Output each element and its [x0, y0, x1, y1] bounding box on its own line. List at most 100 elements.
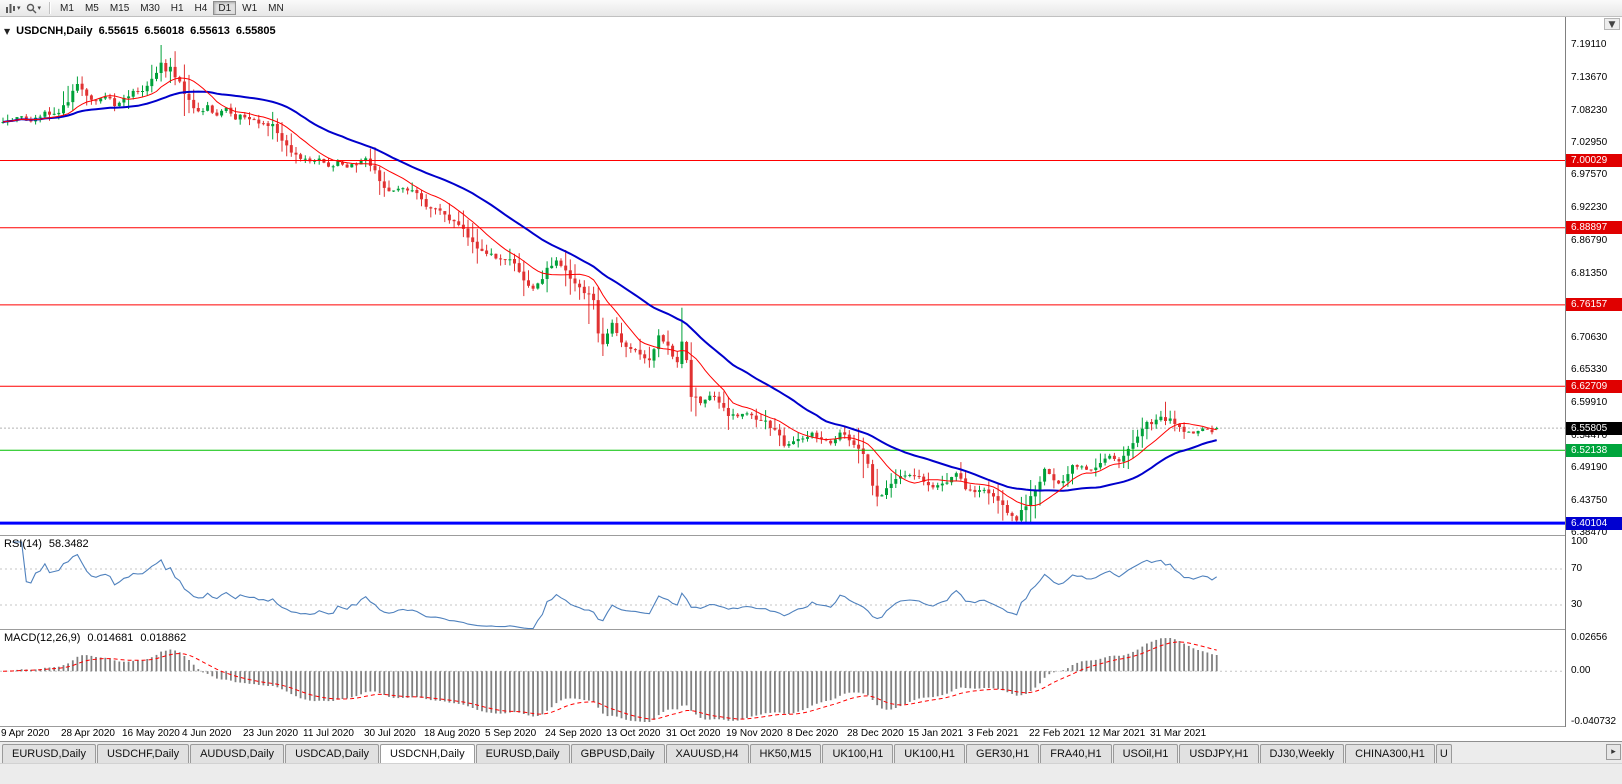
price-axis-label: 6.81350 [1571, 268, 1608, 279]
time-axis-label: 30 Jul 2020 [364, 728, 416, 739]
macd-signal-value: 0.018862 [140, 632, 187, 644]
macd-histogram [6, 638, 1218, 722]
chart-tab-ger30-h1[interactable]: GER30,H1 [966, 744, 1040, 763]
chart-tab-gbpusd-daily[interactable]: GBPUSD,Daily [570, 744, 665, 763]
chart-type-button[interactable]: ▾ [3, 1, 23, 16]
chart-tab-bar: EURUSD,Daily USDCHF,Daily AUDUSD,Daily USDC… [0, 741, 1622, 763]
timeframe-m5-button[interactable]: M5 [84, 3, 99, 14]
time-axis-label: 11 Jul 2020 [303, 728, 354, 739]
chart-title: ▼ USDCNH,Daily 6.55615 6.56018 6.55613 6… [4, 25, 276, 37]
chart-tab-usdcad-daily[interactable]: USDCAD,Daily [285, 744, 380, 763]
time-axis-label: 22 Feb 2021 [1029, 728, 1086, 739]
ohlc-open: 6.55615 [98, 25, 139, 37]
macd-signal-line [2, 641, 1217, 720]
macd-axis-label: 0.02656 [1571, 632, 1608, 643]
price-axis-label: 6.70630 [1571, 332, 1608, 343]
support-resistance-lines[interactable] [0, 160, 1565, 525]
time-axis-label: 12 Mar 2021 [1089, 728, 1146, 739]
price-axis-label: 7.13670 [1571, 72, 1608, 83]
price-badge: 6.55805 [1566, 422, 1622, 435]
price-axis-label: 6.49190 [1571, 462, 1608, 473]
rsi-axis-label: 70 [1571, 563, 1583, 574]
chart-tab-usoil-h1[interactable]: USOil,H1 [1112, 744, 1179, 763]
price-badge: 6.76157 [1566, 298, 1622, 311]
price-axis-label: 7.08230 [1571, 105, 1608, 116]
rsi-axis-label: 100 [1571, 536, 1588, 547]
ohlc-high: 6.56018 [144, 25, 185, 37]
time-axis-label: 8 Dec 2020 [787, 728, 839, 739]
tab-scroll-right-button[interactable]: ▸ [1606, 744, 1621, 760]
timeframe-h1-button[interactable]: H1 [170, 3, 184, 14]
timeframe-buttons: M1 M5 M15 M30 H1 H4 D1 W1 MN [55, 1, 290, 15]
rsi-name: RSI(14) [4, 538, 42, 550]
price-axis[interactable]: 7.19110 7.13670 7.08230 7.02950 6.97570 6.922… [1565, 17, 1622, 727]
price-axis-label: 6.38470 [1571, 527, 1608, 538]
price-axis-label: 6.86790 [1571, 235, 1608, 246]
chart-tab-dj30-weekly[interactable]: DJ30,Weekly [1259, 744, 1345, 763]
panel-separator[interactable] [0, 535, 1622, 536]
chart-tab-hk50-m15[interactable]: HK50,M15 [749, 744, 822, 763]
timeframe-m15-button[interactable]: M15 [109, 3, 130, 14]
price-badge: 6.88897 [1566, 221, 1622, 234]
time-axis-label: 15 Jan 2021 [908, 728, 964, 739]
rsi-line [12, 541, 1218, 629]
price-badge: 6.62709 [1566, 380, 1622, 393]
chart-shift-marker[interactable]: ▼ [1604, 18, 1620, 30]
zoom-tool-button[interactable]: ▾ [24, 1, 44, 16]
macd-axis-label: 0.00 [1571, 665, 1591, 676]
chart-tab-bar-tabs: EURUSD,Daily USDCHF,Daily AUDUSD,Daily USDC… [2, 744, 1602, 763]
ohlc-low: 6.55613 [190, 25, 230, 37]
main-price-chart[interactable] [0, 17, 1565, 535]
macd-axis-label: -0.040732 [1571, 716, 1617, 727]
toolbar-separator [49, 2, 51, 14]
chart-tab-usdchf-daily[interactable]: USDCHF,Daily [96, 744, 190, 763]
rsi-label: RSI(14) 58.3482 [4, 538, 89, 550]
chart-tab-uk100-h1[interactable]: UK100,H1 [894, 744, 966, 763]
top-toolbar: ▾ ▾ M1 M5 M15 M30 H1 H4 D1 W1 MN [0, 0, 1622, 17]
timeframe-d1-button[interactable]: D1 [213, 1, 237, 15]
chart-tab-audusd-daily[interactable]: AUDUSD,Daily [190, 744, 285, 763]
chart-tab-china300-h1[interactable]: CHINA300,H1 [1345, 744, 1435, 763]
caret-down-icon: ▾ [17, 3, 21, 12]
time-axis-label: 31 Mar 2021 [1150, 728, 1207, 739]
price-axis-label: 6.92230 [1571, 202, 1608, 213]
timeframe-mn-button[interactable]: MN [268, 3, 284, 14]
time-axis-label: 31 Oct 2020 [666, 728, 721, 739]
macd-name: MACD(12,26,9) [4, 632, 81, 644]
chart-symbol: USDCNH,Daily [16, 25, 93, 37]
timeframe-h4-button[interactable]: H4 [194, 3, 208, 14]
one-click-trading-icon[interactable]: ▼ [4, 26, 11, 36]
chart-tab-fra40-h1[interactable]: FRA40,H1 [1040, 744, 1112, 763]
macd-indicator-chart[interactable] [0, 630, 1565, 726]
chart-tab-u[interactable]: U [1435, 744, 1452, 763]
price-badge: 7.00029 [1566, 154, 1622, 167]
timeframe-m1-button[interactable]: M1 [60, 3, 74, 14]
time-axis-label: 23 Jun 2020 [243, 728, 299, 739]
price-axis-label: 6.43750 [1571, 495, 1608, 506]
time-axis-label: 4 Jun 2020 [182, 728, 232, 739]
price-axis-label: 7.19110 [1571, 39, 1607, 50]
price-badge: 6.40104 [1566, 517, 1622, 530]
time-axis-label: 9 Apr 2020 [1, 728, 50, 739]
time-axis-label: 3 Feb 2021 [968, 728, 1019, 739]
time-axis-label: 13 Oct 2020 [606, 728, 661, 739]
chart-window: 7.19110 7.13670 7.08230 7.02950 6.97570 6.922… [0, 17, 1622, 741]
time-axis-border [0, 726, 1622, 727]
timeframe-m30-button[interactable]: M30 [140, 3, 160, 14]
timeframe-w1-button[interactable]: W1 [242, 3, 258, 14]
time-axis-label: 19 Nov 2020 [726, 728, 783, 739]
chart-tab-uk100-h1[interactable]: UK100,H1 [822, 744, 894, 763]
chart-tab-eurusd-daily[interactable]: EURUSD,Daily [2, 744, 96, 763]
status-bar [0, 763, 1622, 784]
time-axis-label: 18 Aug 2020 [424, 728, 481, 739]
price-badge: 6.52138 [1566, 444, 1622, 457]
chart-tab-xauusd-h4[interactable]: XAUUSD,H4 [665, 744, 749, 763]
time-axis[interactable]: 9 Apr 2020 28 Apr 2020 16 May 2020 4 Jun 20… [0, 727, 1622, 741]
chart-tab-usdjpy-h1[interactable]: USDJPY,H1 [1179, 744, 1259, 763]
rsi-indicator-chart[interactable] [0, 536, 1565, 629]
chart-tab-eurusd-daily[interactable]: EURUSD,Daily [475, 744, 570, 763]
candlesticks [1, 45, 1219, 524]
chart-tab-usdcnh-daily[interactable]: USDCNH,Daily [380, 744, 475, 763]
time-axis-label: 28 Apr 2020 [61, 728, 115, 739]
panel-separator[interactable] [0, 629, 1622, 630]
